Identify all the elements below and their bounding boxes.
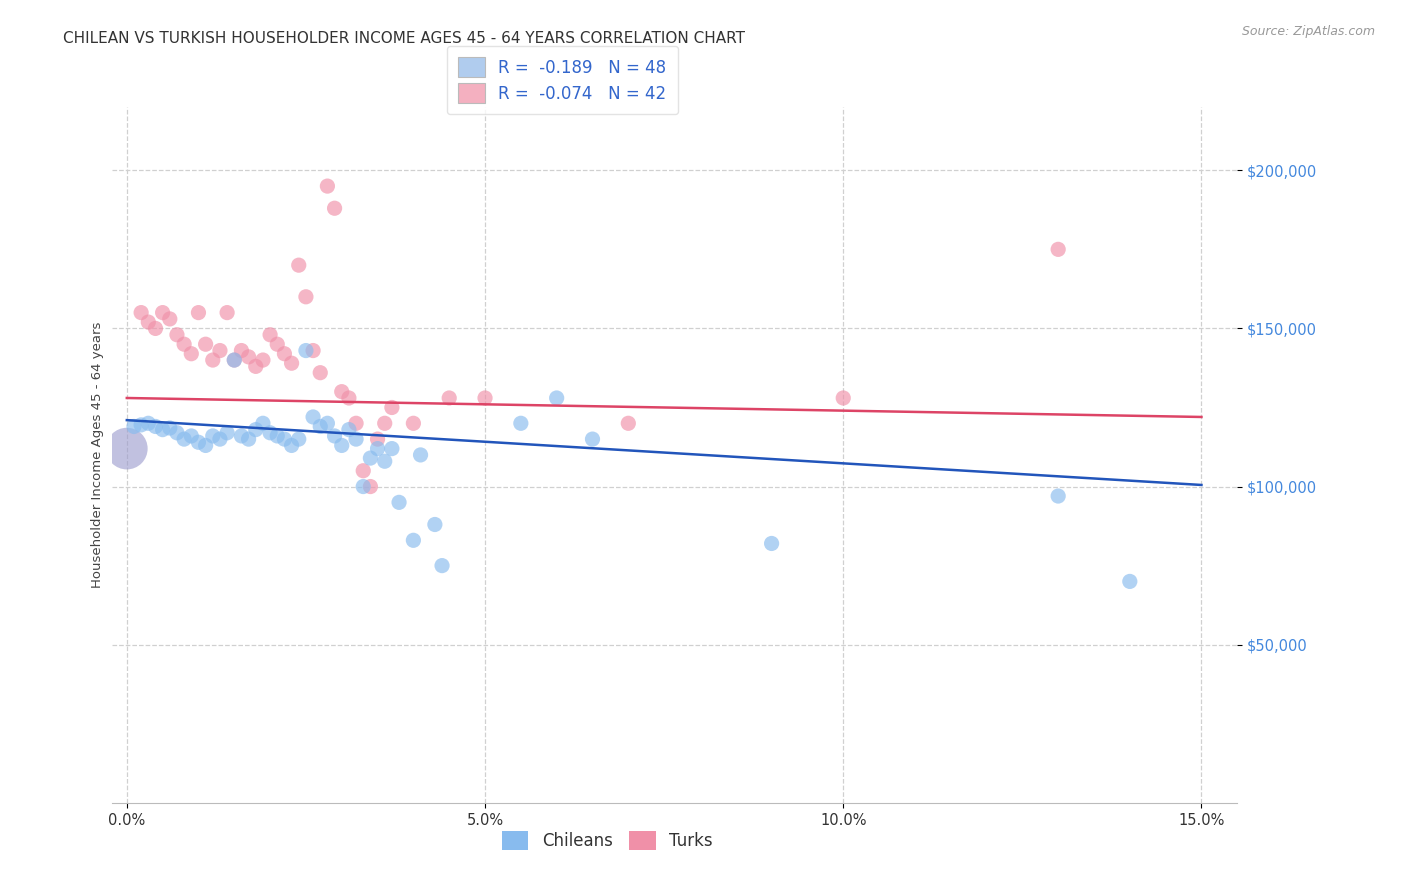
Point (337, 391, 360, 405)
Point (129, 417, 152, 432)
Point (217, 305, 239, 319)
Point (159, 421, 181, 435)
Point (187, 305, 209, 319)
Point (180, 347, 202, 361)
Point (259, 425, 281, 440)
Point (287, 432, 309, 446)
Point (166, 327, 188, 342)
Point (761, 536, 783, 550)
Point (402, 417, 425, 431)
Point (245, 423, 267, 437)
Point (273, 432, 295, 446)
Point (309, 419, 332, 434)
Point (173, 337, 195, 351)
Point (546, 391, 568, 405)
Text: Source: ZipAtlas.com: Source: ZipAtlas.com (1241, 25, 1375, 38)
Point (224, 353, 246, 368)
Point (280, 438, 302, 452)
Point (231, 343, 253, 358)
Point (367, 442, 389, 456)
Point (423, 517, 446, 532)
Point (295, 343, 318, 358)
Point (474, 391, 496, 405)
Point (409, 448, 432, 462)
Point (266, 429, 288, 443)
Point (381, 442, 404, 456)
Point (136, 417, 159, 431)
Point (129, 305, 152, 319)
Point (217, 425, 239, 440)
Point (152, 423, 174, 437)
Point (344, 417, 367, 431)
Point (159, 312, 181, 326)
Point (323, 201, 346, 215)
Point (266, 337, 288, 351)
Point (344, 432, 367, 446)
Legend: Chileans, Turks: Chileans, Turks (495, 824, 720, 857)
Point (252, 353, 274, 368)
Point (374, 417, 396, 431)
Point (173, 432, 195, 446)
Point (194, 337, 217, 351)
Point (187, 435, 209, 450)
Point (115, 442, 138, 456)
Point (245, 359, 267, 374)
Point (316, 179, 339, 194)
Point (359, 479, 381, 493)
Point (352, 479, 374, 493)
Point (1047, 243, 1070, 257)
Point (145, 419, 167, 434)
Point (381, 401, 404, 415)
Point (152, 305, 174, 319)
Point (295, 290, 318, 304)
Point (136, 315, 159, 329)
Point (316, 417, 339, 431)
Point (180, 429, 202, 443)
Point (359, 451, 381, 466)
Point (337, 423, 360, 437)
Point (231, 429, 253, 443)
Point (330, 438, 353, 452)
Point (302, 343, 325, 358)
Point (367, 432, 389, 446)
Point (402, 533, 425, 548)
Point (617, 417, 640, 431)
Point (581, 432, 603, 446)
Point (388, 495, 411, 509)
Point (208, 432, 231, 446)
Point (194, 438, 217, 452)
Point (166, 425, 188, 440)
Point (309, 366, 332, 380)
Point (1047, 489, 1070, 503)
Text: CHILEAN VS TURKISH HOUSEHOLDER INCOME AGES 45 - 64 YEARS CORRELATION CHART: CHILEAN VS TURKISH HOUSEHOLDER INCOME AG… (63, 31, 745, 46)
Point (252, 417, 274, 431)
Point (352, 464, 374, 478)
Point (122, 419, 145, 434)
Point (208, 343, 231, 358)
Point (509, 417, 531, 431)
Point (437, 391, 460, 405)
Point (238, 432, 260, 446)
Point (259, 327, 281, 342)
Point (330, 384, 353, 399)
Point (145, 321, 167, 335)
Point (287, 258, 309, 272)
Point (201, 353, 224, 368)
Point (224, 353, 246, 368)
Point (323, 429, 346, 443)
Point (302, 409, 325, 424)
Point (832, 391, 855, 405)
Point (201, 429, 224, 443)
Y-axis label: Householder Income Ages 45 - 64 years: Householder Income Ages 45 - 64 years (91, 322, 104, 588)
Point (238, 350, 260, 364)
Point (374, 454, 396, 468)
Point (280, 356, 302, 370)
Point (1119, 574, 1142, 589)
Point (430, 558, 453, 573)
Point (273, 347, 295, 361)
